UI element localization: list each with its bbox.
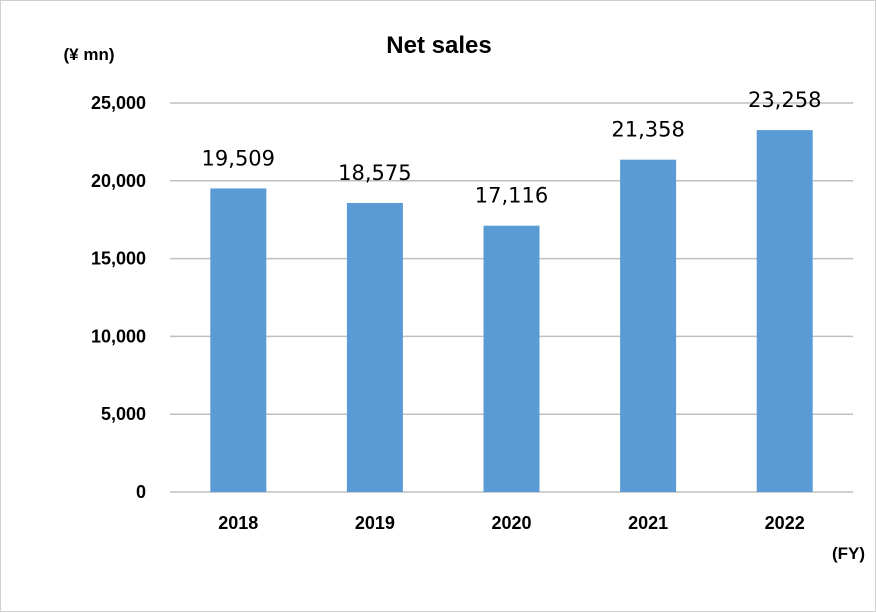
- y-tick-label: 0: [136, 482, 146, 502]
- data-label-2018: 19,509: [202, 146, 275, 170]
- y-tick-label: 15,000: [91, 249, 146, 269]
- x-category-label-2021: 2021: [628, 513, 668, 533]
- data-label-2019: 18,575: [338, 161, 411, 185]
- y-tick-label: 25,000: [91, 93, 146, 113]
- x-category-label-2022: 2022: [765, 513, 805, 533]
- x-axis-unit-label: (FY): [832, 544, 865, 563]
- bar-2021: [620, 159, 677, 492]
- x-category-label-2020: 2020: [491, 513, 531, 533]
- y-tick-label: 5,000: [101, 404, 146, 424]
- y-tick-label: 10,000: [91, 326, 146, 346]
- y-tick-label: 20,000: [91, 171, 146, 191]
- data-labels: 19,509 18,575 17,116 21,358 23,258: [202, 88, 822, 208]
- data-label-2021: 21,358: [611, 118, 684, 142]
- y-axis-unit-label: (¥ mn): [64, 45, 115, 64]
- bar-2019: [346, 202, 403, 492]
- bars: [210, 130, 813, 493]
- data-label-2022: 23,258: [748, 88, 821, 112]
- data-label-2020: 17,116: [475, 184, 548, 208]
- chart-title: Net sales: [386, 32, 491, 59]
- x-category-label-2019: 2019: [355, 513, 395, 533]
- bar-2020: [483, 225, 540, 492]
- bar-2018: [210, 188, 267, 493]
- x-category-label-2018: 2018: [218, 513, 258, 533]
- y-axis-tick-labels: 0 5,000 10,000 15,000 20,000 25,000: [91, 93, 146, 502]
- x-axis-category-labels: 2018 2019 2020 2021 2022: [218, 513, 804, 533]
- bar-2022: [756, 130, 813, 492]
